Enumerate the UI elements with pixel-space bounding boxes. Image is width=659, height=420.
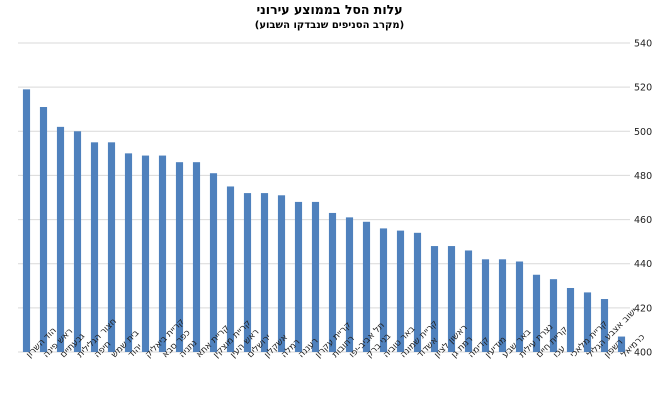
chart-title: עלות הסל בממוצע עירוני bbox=[256, 2, 403, 17]
bar bbox=[481, 259, 490, 352]
bar bbox=[175, 162, 184, 352]
bar bbox=[345, 217, 354, 352]
bar bbox=[447, 246, 456, 352]
bar bbox=[566, 287, 575, 352]
bar bbox=[243, 193, 252, 352]
y-tick-label: 540 bbox=[634, 39, 652, 50]
bar bbox=[498, 259, 507, 352]
y-axis: 400 420 440 460 480 500 520 540 bbox=[634, 39, 652, 359]
bar bbox=[549, 279, 558, 352]
bar bbox=[413, 232, 422, 352]
y-tick-label: 440 bbox=[634, 259, 652, 270]
bar bbox=[294, 201, 303, 352]
y-tick-label: 480 bbox=[634, 171, 652, 182]
bar bbox=[107, 142, 116, 352]
bar bbox=[90, 142, 99, 352]
y-tick-label: 400 bbox=[634, 348, 652, 359]
bar bbox=[73, 131, 82, 352]
bar bbox=[396, 230, 405, 352]
y-tick-label: 460 bbox=[634, 215, 652, 226]
bar bbox=[22, 89, 31, 352]
y-tick-label: 520 bbox=[634, 83, 652, 94]
bar bbox=[311, 201, 320, 352]
bar bbox=[430, 246, 439, 352]
bar bbox=[39, 107, 48, 352]
bar bbox=[226, 186, 235, 352]
bar bbox=[260, 193, 269, 352]
y-tick-label: 420 bbox=[634, 303, 652, 314]
bar bbox=[209, 173, 218, 352]
bar bbox=[141, 155, 150, 352]
bars bbox=[22, 89, 626, 352]
bar bbox=[515, 261, 524, 352]
bar bbox=[532, 274, 541, 352]
bar bbox=[583, 292, 592, 352]
bar bbox=[56, 126, 65, 352]
bar bbox=[464, 250, 473, 352]
y-tick-label: 500 bbox=[634, 127, 652, 138]
bar bbox=[124, 153, 133, 352]
bar bbox=[328, 212, 337, 352]
bar bbox=[379, 228, 388, 352]
chart-subtitle: (מקרב הסניפים שנבדקו השבוע) bbox=[254, 20, 405, 31]
bar bbox=[600, 299, 609, 352]
bar bbox=[158, 155, 167, 352]
bar bbox=[617, 336, 626, 352]
gridlines bbox=[18, 42, 630, 353]
bar bbox=[277, 195, 286, 352]
bar bbox=[192, 162, 201, 352]
bar bbox=[362, 221, 371, 352]
